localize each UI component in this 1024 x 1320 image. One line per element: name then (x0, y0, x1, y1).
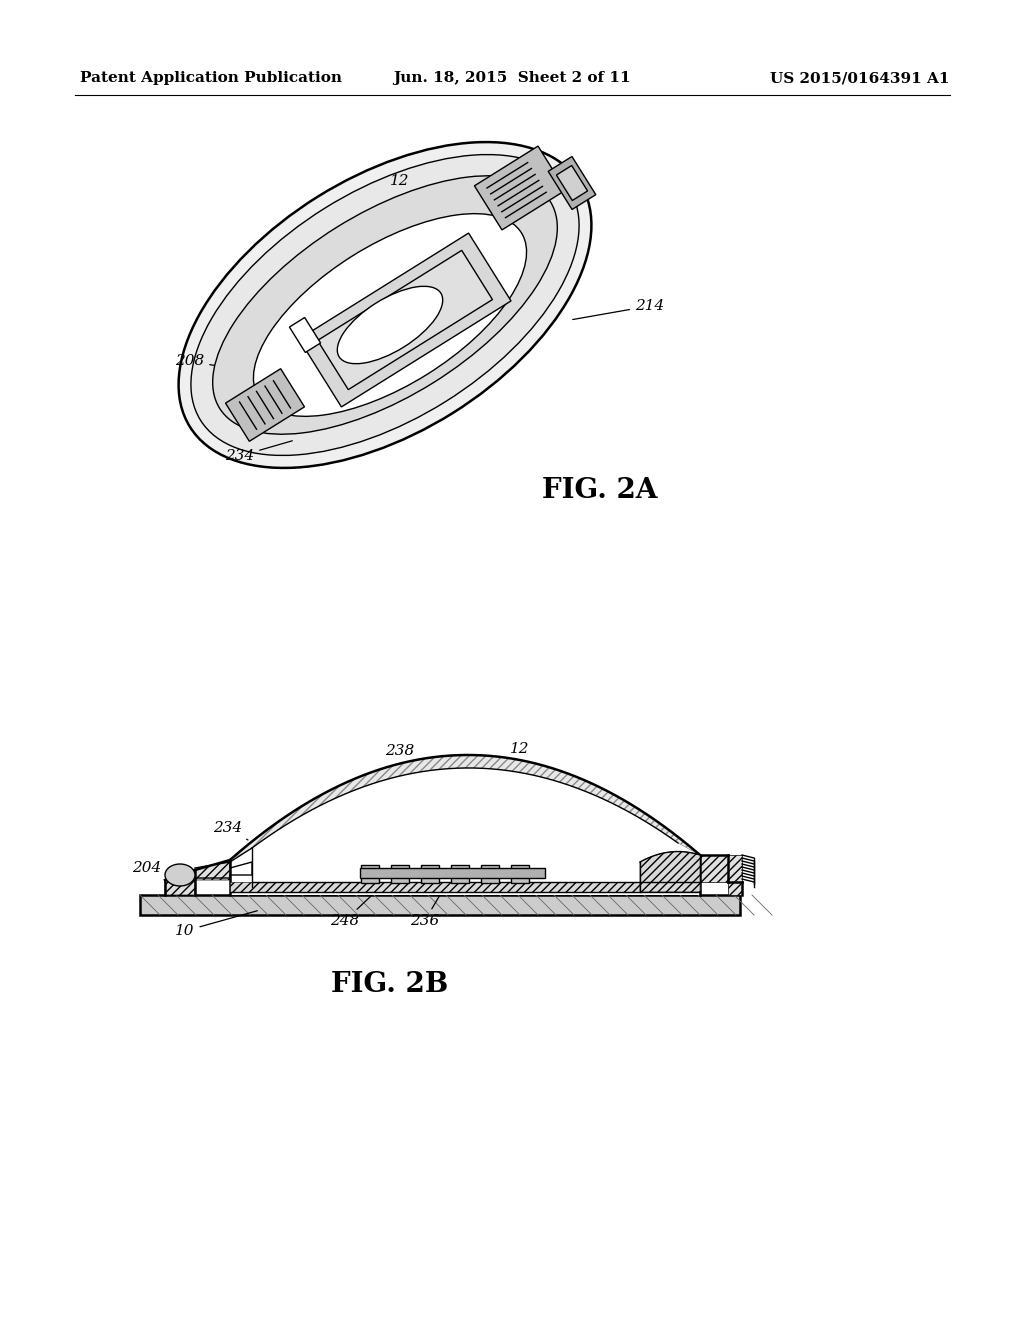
Text: US 2015/0164391 A1: US 2015/0164391 A1 (770, 71, 950, 84)
Bar (451, 865, 469, 883)
Bar (511, 865, 529, 883)
Bar (421, 865, 439, 883)
Bar (361, 865, 379, 883)
Text: 204: 204 (132, 861, 175, 875)
Ellipse shape (253, 214, 526, 416)
Text: 234: 234 (213, 821, 248, 840)
Text: 248: 248 (330, 880, 388, 928)
Polygon shape (556, 165, 588, 201)
Polygon shape (299, 234, 511, 407)
Bar (230, 882, 700, 892)
Text: 236: 236 (410, 880, 449, 928)
Text: Patent Application Publication: Patent Application Publication (80, 71, 342, 84)
Text: 12: 12 (390, 174, 453, 228)
Text: 10: 10 (175, 911, 257, 939)
Text: FIG. 2B: FIG. 2B (332, 972, 449, 998)
Polygon shape (225, 368, 304, 441)
Text: 208: 208 (175, 354, 238, 370)
Ellipse shape (165, 865, 195, 886)
Ellipse shape (190, 154, 580, 455)
Ellipse shape (213, 176, 557, 434)
Bar (391, 865, 409, 883)
Polygon shape (252, 768, 678, 884)
Text: 12: 12 (510, 742, 529, 775)
Bar (360, 869, 545, 878)
Polygon shape (548, 157, 596, 210)
Ellipse shape (337, 286, 442, 364)
Bar (140, 895, 740, 915)
Text: Jun. 18, 2015  Sheet 2 of 11: Jun. 18, 2015 Sheet 2 of 11 (393, 71, 631, 84)
Polygon shape (230, 755, 700, 861)
Polygon shape (474, 147, 565, 230)
Bar (481, 865, 499, 883)
Polygon shape (290, 318, 321, 352)
Polygon shape (640, 851, 700, 892)
Text: 214: 214 (572, 300, 665, 319)
Polygon shape (317, 251, 493, 389)
Polygon shape (165, 861, 230, 895)
Text: FIG. 2A: FIG. 2A (543, 477, 657, 503)
Polygon shape (230, 755, 700, 895)
Ellipse shape (178, 143, 592, 467)
Text: 238: 238 (385, 744, 419, 777)
Text: 234: 234 (225, 441, 292, 463)
Polygon shape (700, 855, 742, 895)
